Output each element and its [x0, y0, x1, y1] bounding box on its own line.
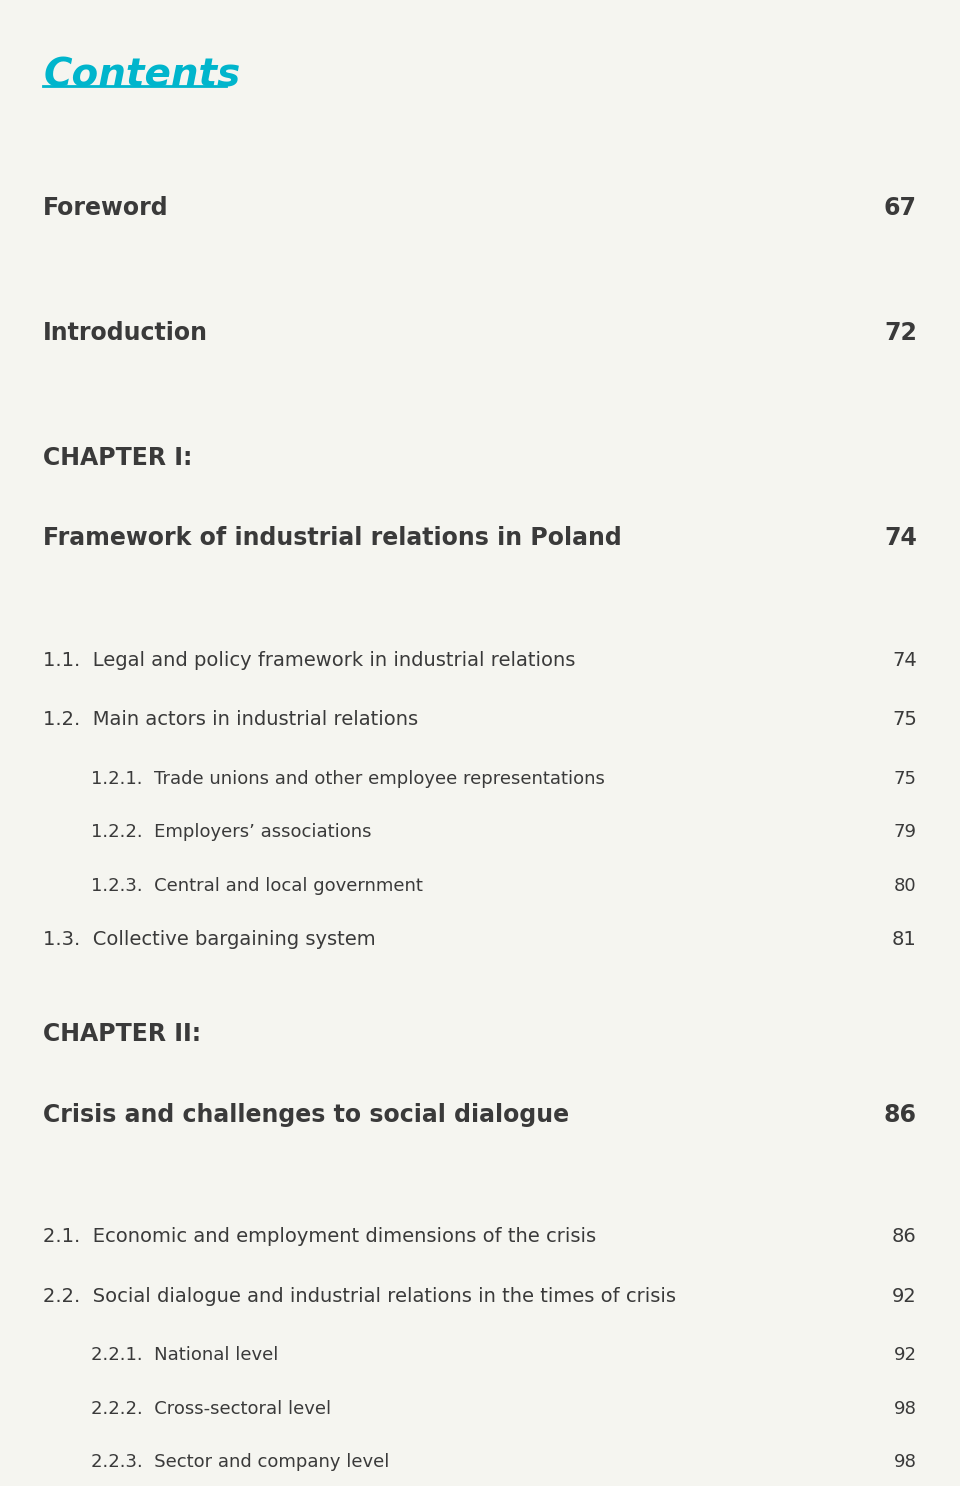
Text: 92: 92 [892, 1287, 917, 1306]
Text: Introduction: Introduction [43, 321, 208, 345]
Text: 1.2.  Main actors in industrial relations: 1.2. Main actors in industrial relations [43, 710, 419, 730]
Text: 2.1.  Economic and employment dimensions of the crisis: 2.1. Economic and employment dimensions … [43, 1227, 596, 1247]
Text: Foreword: Foreword [43, 196, 169, 220]
Text: 74: 74 [892, 651, 917, 670]
Text: 79: 79 [894, 823, 917, 841]
Text: 92: 92 [894, 1346, 917, 1364]
Text: 1.1.  Legal and policy framework in industrial relations: 1.1. Legal and policy framework in indus… [43, 651, 576, 670]
Text: 86: 86 [892, 1227, 917, 1247]
Text: Crisis and challenges to social dialogue: Crisis and challenges to social dialogue [43, 1103, 569, 1126]
Text: 74: 74 [884, 526, 917, 550]
Text: Framework of industrial relations in Poland: Framework of industrial relations in Pol… [43, 526, 622, 550]
Text: 2.2.2.  Cross-sectoral level: 2.2.2. Cross-sectoral level [91, 1400, 331, 1418]
Text: CHAPTER I:: CHAPTER I: [43, 446, 193, 470]
Text: 72: 72 [884, 321, 917, 345]
Text: 2.2.  Social dialogue and industrial relations in the times of crisis: 2.2. Social dialogue and industrial rela… [43, 1287, 676, 1306]
Text: 80: 80 [894, 877, 917, 895]
Text: Contents: Contents [43, 56, 240, 95]
Text: 2.2.3.  Sector and company level: 2.2.3. Sector and company level [91, 1453, 390, 1471]
Text: 86: 86 [884, 1103, 917, 1126]
Text: CHAPTER II:: CHAPTER II: [43, 1022, 202, 1046]
Text: 1.2.3.  Central and local government: 1.2.3. Central and local government [91, 877, 423, 895]
Text: 1.2.1.  Trade unions and other employee representations: 1.2.1. Trade unions and other employee r… [91, 770, 605, 788]
Text: 67: 67 [884, 196, 917, 220]
Text: 75: 75 [894, 770, 917, 788]
Text: 81: 81 [892, 930, 917, 950]
Text: 2.2.1.  National level: 2.2.1. National level [91, 1346, 278, 1364]
Text: 1.2.2.  Employers’ associations: 1.2.2. Employers’ associations [91, 823, 372, 841]
Text: 98: 98 [894, 1400, 917, 1418]
Text: 98: 98 [894, 1453, 917, 1471]
Text: 1.3.  Collective bargaining system: 1.3. Collective bargaining system [43, 930, 375, 950]
Text: 75: 75 [892, 710, 917, 730]
